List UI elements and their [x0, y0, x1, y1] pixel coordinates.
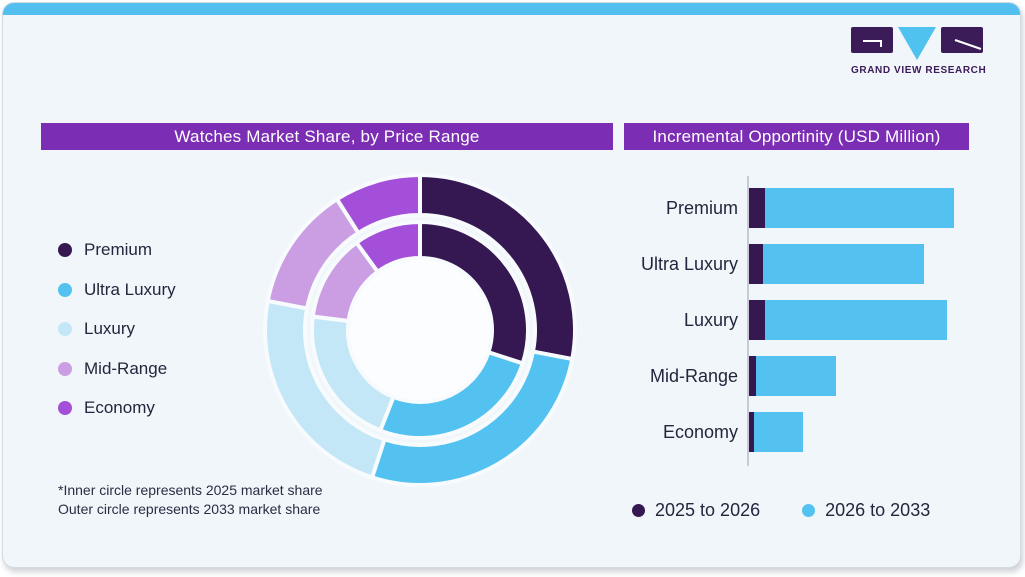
legend-label: Luxury: [84, 319, 136, 338]
legend-label: Premium: [84, 240, 153, 259]
bar-segment-ultra-luxury-2025-to-2026: [749, 244, 763, 284]
logo-v-icon: [898, 27, 936, 60]
legend-swatch-premium: [58, 243, 72, 257]
legend-item-2025-to-2026: 2025 to 2026: [632, 500, 760, 520]
bar-chart-legend: 2025 to 2026 2026 to 2033: [632, 500, 930, 520]
market-share-donut-chart: [263, 173, 577, 487]
bar-track: [749, 300, 948, 340]
right-panel-title: Incremental Opportinity (USD Million): [624, 123, 969, 150]
bar-segment-premium-2025-to-2026: [749, 188, 765, 228]
bar-segment-ultra-luxury-2026-to-2033: [762, 244, 925, 284]
legend-label: Economy: [84, 398, 155, 417]
bar-segment-mid-range-2025-to-2026: [749, 356, 757, 396]
bar-row-premium: Premium: [628, 188, 954, 228]
legend-swatch-2026-to-2033: [802, 503, 816, 517]
legend-swatch-luxury: [58, 322, 72, 336]
donut-hole: [349, 259, 491, 401]
bar-category-label: Ultra Luxury: [640, 253, 738, 274]
legend-swatch-mid-range: [58, 361, 72, 376]
bar-track: [749, 244, 925, 284]
left-panel-title: Watches Market Share, by Price Range: [41, 123, 613, 150]
bar-row-mid-range: Mid-Range: [628, 356, 954, 396]
bar-chart-axis: [747, 176, 749, 466]
donut-legend: Premium Ultra Luxury Luxury Mid-Range Ec…: [58, 240, 176, 438]
logo-wordmark: GRAND VIEW RESEARCH: [851, 65, 987, 76]
footnote-line-2: Outer circle represents 2033 market shar…: [58, 501, 321, 517]
logo-r-icon: [941, 27, 983, 53]
bar-track: [749, 412, 804, 452]
legend-item-luxury: Luxury: [58, 319, 176, 339]
bar-category-label: Economy: [662, 421, 738, 442]
legend-item-economy: Economy: [58, 398, 176, 418]
legend-label: Ultra Luxury: [84, 279, 176, 299]
bar-segment-economy-2025-to-2026: [749, 412, 754, 452]
bar-track: [749, 188, 954, 228]
donut-outer-segment-economy: [334, 173, 422, 235]
legend-swatch-ultra-luxury: [58, 282, 72, 297]
donut-inner-segment-economy: [354, 220, 422, 274]
bar-row-luxury: Luxury: [628, 300, 954, 340]
legend-label: Mid-Range: [84, 358, 168, 378]
incremental-opportunity-bar-chart: Premium Ultra Luxury Luxury Mid-Range Econom…: [628, 188, 954, 468]
bar-category-label: Mid-Range: [649, 365, 738, 386]
bar-category-label: Premium: [665, 197, 738, 218]
footnote-line-1: *Inner circle represents 2025 market sha…: [58, 482, 323, 498]
bar-row-ultra-luxury: Ultra Luxury: [628, 244, 954, 284]
top-accent-strip: [3, 3, 1020, 15]
bar-category-label: Luxury: [683, 309, 738, 330]
bar-row-economy: Economy: [628, 412, 954, 452]
bar-segment-luxury-2026-to-2033: [764, 300, 948, 340]
legend-swatch-2025-to-2026: [632, 503, 645, 517]
bar-segment-economy-2026-to-2033: [753, 412, 804, 452]
grand-view-research-logo: GRAND VIEW RESEARCH: [851, 27, 995, 76]
bar-segment-luxury-2025-to-2026: [749, 300, 765, 340]
logo-marks: [851, 27, 995, 61]
logo-g-icon: [851, 27, 893, 53]
bar-segment-mid-range-2026-to-2033: [756, 356, 836, 396]
legend-label: 2025 to 2026: [655, 499, 761, 520]
legend-item-2026-to-2033: 2026 to 2033: [802, 500, 930, 520]
legend-label: 2026 to 2033: [825, 499, 931, 520]
donut-footnote: *Inner circle represents 2025 market sha…: [58, 481, 323, 519]
legend-item-premium: Premium: [58, 240, 176, 260]
legend-item-mid-range: Mid-Range: [58, 359, 176, 379]
bar-track: [749, 356, 836, 396]
legend-item-ultra-luxury: Ultra Luxury: [58, 280, 176, 300]
bar-segment-premium-2026-to-2033: [764, 188, 954, 228]
legend-swatch-economy: [58, 401, 72, 415]
